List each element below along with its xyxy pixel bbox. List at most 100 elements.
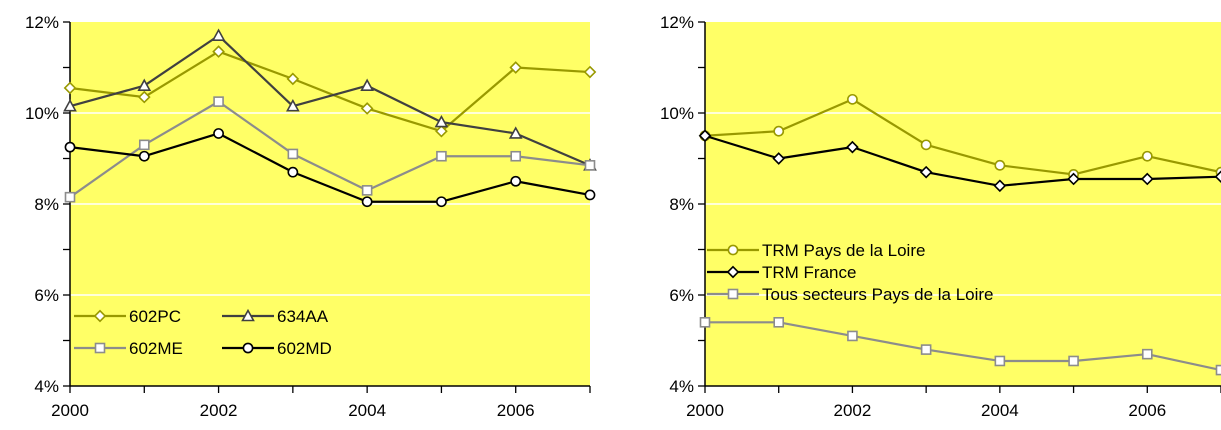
legend-label: 602MD <box>277 339 332 358</box>
data-point <box>286 72 300 86</box>
series-line-602pc <box>69 50 591 133</box>
data-point <box>698 129 712 143</box>
legend-label: TRM France <box>762 263 856 282</box>
y-tick-label: 10% <box>25 104 59 123</box>
data-point <box>584 160 596 171</box>
y-tick-label: 8% <box>34 195 59 214</box>
data-point <box>583 65 597 79</box>
data-point <box>287 166 299 178</box>
legend-item-trm-france: TRM France <box>707 263 856 282</box>
series-602me <box>64 96 596 203</box>
data-point <box>994 355 1006 367</box>
data-point <box>920 139 932 151</box>
y-tick-label: 6% <box>34 286 59 305</box>
x-tick-label: 2004 <box>348 401 386 420</box>
data-point <box>286 99 300 112</box>
legend-item-634aa: 634AA <box>222 307 329 326</box>
data-point <box>773 125 785 137</box>
legend-marker <box>94 342 106 354</box>
data-point <box>994 159 1006 171</box>
legend: TRM Pays de la Loire TRM France Tous secte… <box>707 241 994 304</box>
series-tous-secteurs-pays-de-la-loire <box>699 316 1221 376</box>
legend-item-tous-secteurs-pays-de-la-loire: Tous secteurs Pays de la Loire <box>707 285 994 304</box>
data-point <box>361 185 373 196</box>
data-point <box>138 150 150 162</box>
data-point <box>137 90 151 104</box>
series-line-trm-france <box>704 134 1221 187</box>
series-line-602md <box>69 132 591 203</box>
x-tick-label: 2002 <box>834 401 872 420</box>
legend-marker <box>241 308 255 322</box>
series-line-602me <box>69 100 591 199</box>
series-line-tous-secteurs-pays-de-la-loire <box>705 321 1221 372</box>
data-point <box>993 179 1007 193</box>
data-point <box>919 165 933 179</box>
data-point <box>435 124 448 138</box>
data-point <box>847 330 858 342</box>
data-point <box>1141 348 1153 360</box>
data-point <box>510 150 522 162</box>
series-602pc <box>63 45 597 138</box>
legend-marker <box>727 244 739 256</box>
data-point <box>510 175 522 187</box>
x-tick-label: 2006 <box>497 401 535 420</box>
x-tick-label: 2006 <box>1128 401 1166 420</box>
data-point <box>773 316 785 328</box>
data-point <box>846 140 859 154</box>
y-tick-label: 6% <box>669 286 694 305</box>
data-point <box>138 139 150 151</box>
legend-marker <box>726 265 740 279</box>
legend: 602PC 634AA 602ME 602MD <box>74 307 332 358</box>
data-point <box>63 81 77 95</box>
x-tick-label: 2002 <box>200 401 238 420</box>
data-point <box>436 196 447 208</box>
series-trm-france <box>698 129 1221 193</box>
data-point <box>1214 170 1221 184</box>
y-tick-label: 12% <box>25 13 59 32</box>
legend-item-602me: 602ME <box>74 339 183 358</box>
data-point <box>434 114 449 128</box>
y-tick-label: 4% <box>669 377 694 396</box>
data-point <box>772 152 786 165</box>
series-line-trm-pays-de-la-loire <box>704 98 1221 176</box>
y-tick-label: 4% <box>34 377 59 396</box>
data-point <box>509 61 523 74</box>
data-point <box>584 189 596 201</box>
data-point <box>1068 355 1079 367</box>
data-point <box>847 93 858 105</box>
data-point <box>508 126 523 139</box>
legend-marker <box>727 288 739 300</box>
data-point <box>213 96 224 107</box>
legend-item-602md: 602MD <box>222 339 332 358</box>
y-tick-label: 12% <box>660 13 694 32</box>
data-point <box>211 28 226 41</box>
data-point <box>287 148 299 160</box>
data-point <box>436 150 447 162</box>
data-point <box>1141 150 1153 162</box>
data-point <box>1140 172 1154 186</box>
legend-item-602pc: 602PC <box>74 307 181 326</box>
data-point <box>212 45 225 58</box>
data-point <box>64 191 76 203</box>
x-tick-label: 2000 <box>686 401 724 420</box>
chart-right: 4% 6% 8% 10% 12% 2000 2002 2004 2006 TRM Pays de … <box>660 13 1221 420</box>
legend-marker <box>93 309 107 323</box>
data-point <box>1067 172 1080 186</box>
y-tick-label: 8% <box>669 195 694 214</box>
data-point <box>64 141 76 153</box>
data-point <box>137 78 152 91</box>
legend-marker <box>242 342 254 354</box>
data-point <box>361 196 373 208</box>
legend-label: 602PC <box>129 307 181 326</box>
data-point <box>360 102 374 115</box>
data-point <box>1215 364 1221 376</box>
data-point <box>63 99 77 112</box>
series-line-634aa <box>69 34 591 167</box>
legend-label: 634AA <box>277 307 329 326</box>
y-tick-label: 10% <box>660 104 694 123</box>
legend-label: 602ME <box>129 339 183 358</box>
legend-label: Tous secteurs Pays de la Loire <box>762 285 994 304</box>
data-point <box>699 316 711 328</box>
